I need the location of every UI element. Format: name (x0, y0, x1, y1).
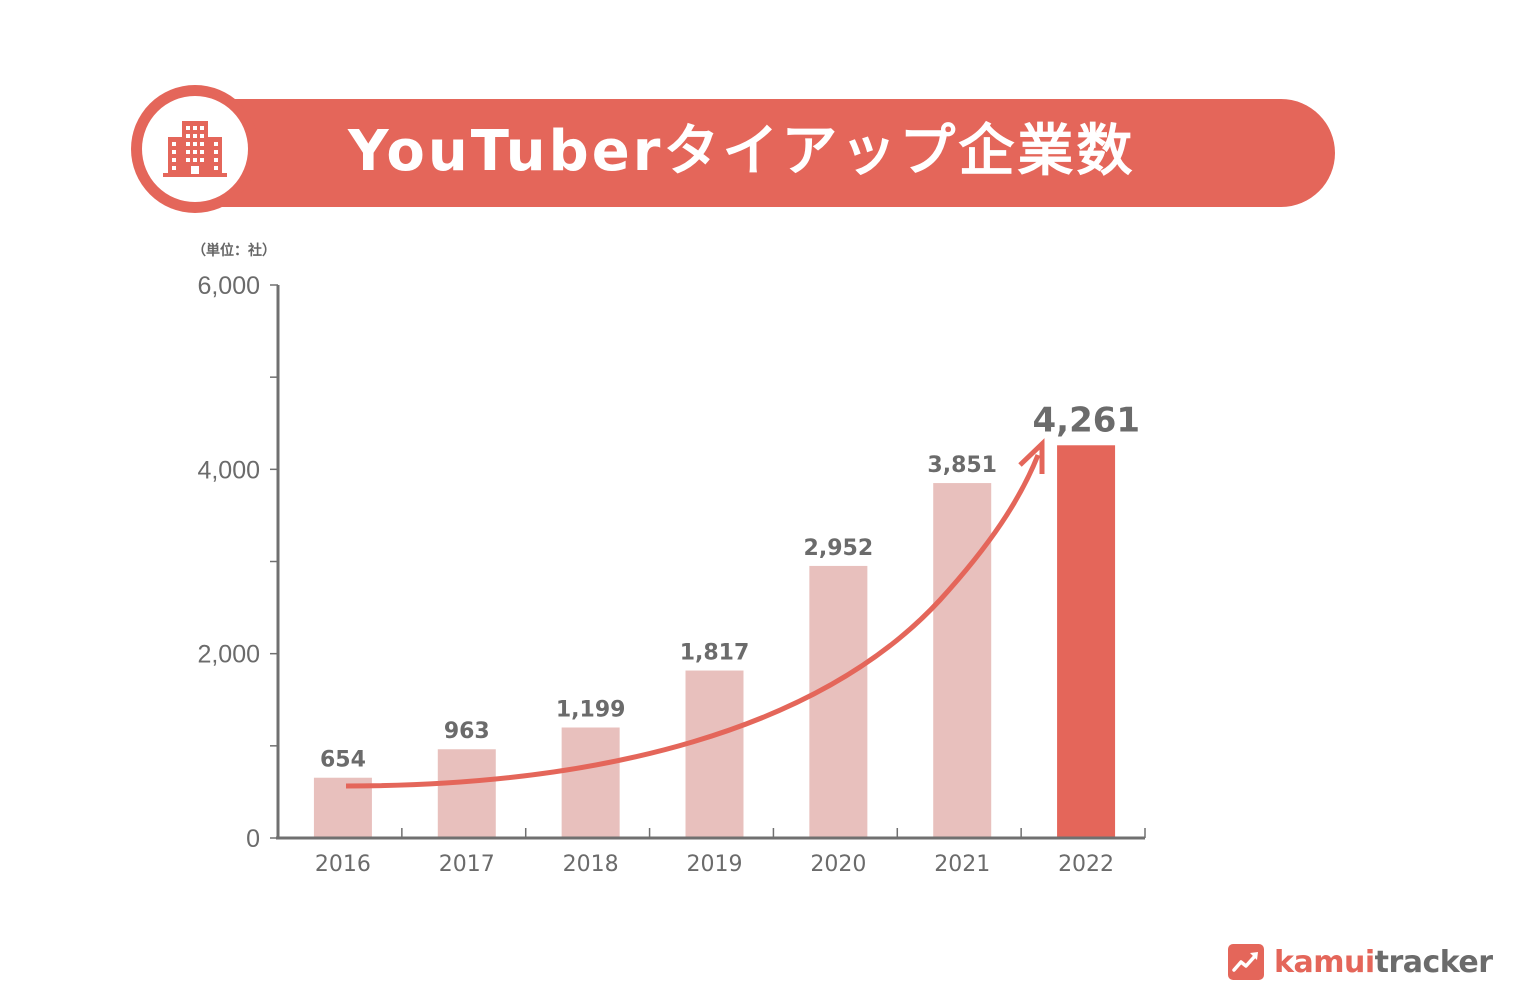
unit-label: （単位：社） (192, 243, 276, 259)
brand-wordmark-tracker: tracker (1374, 944, 1493, 980)
x-tick-label: 2021 (934, 852, 990, 877)
value-label: 2,952 (804, 536, 874, 561)
value-label: 3,851 (927, 453, 997, 478)
x-tick-label: 2018 (563, 852, 619, 877)
value-label-highlight: 4,261 (1033, 400, 1141, 440)
x-tick-label: 2022 (1058, 852, 1114, 877)
bar-2018 (561, 727, 620, 837)
bar-2019 (685, 670, 744, 837)
x-tick-label: 2016 (315, 852, 371, 877)
title-banner (200, 99, 1335, 207)
x-tick-label: 2020 (810, 852, 866, 877)
brand-wordmark-kamui: kamui (1274, 944, 1375, 980)
value-label: 654 (320, 748, 366, 773)
brand-wordmark: kamuitracker (1274, 945, 1493, 980)
bar-2020 (809, 565, 868, 837)
trend-up-icon (1228, 944, 1264, 980)
x-tick-label: 2017 (439, 852, 495, 877)
value-label: 1,817 (680, 641, 750, 666)
title-icon-badge (131, 85, 259, 213)
y-tick-label: 2,000 (197, 641, 260, 669)
value-label: 963 (444, 719, 490, 744)
building-icon (163, 121, 227, 177)
value-label: 1,199 (556, 697, 626, 722)
bar-2017 (437, 749, 496, 837)
bar-2021 (933, 483, 992, 837)
y-tick-label: 6,000 (197, 272, 260, 300)
y-tick-label: 0 (246, 825, 260, 853)
bar-2022 (1057, 445, 1116, 837)
trend-arrow-head (1018, 438, 1045, 474)
y-tick-label: 4,000 (197, 456, 260, 484)
trend-arrow (345, 454, 1041, 789)
page-title: YouTuberタイアップ企業数 (348, 119, 1136, 184)
x-tick-label: 2019 (687, 852, 743, 877)
brand-logo: kamuitracker (1228, 942, 1493, 982)
